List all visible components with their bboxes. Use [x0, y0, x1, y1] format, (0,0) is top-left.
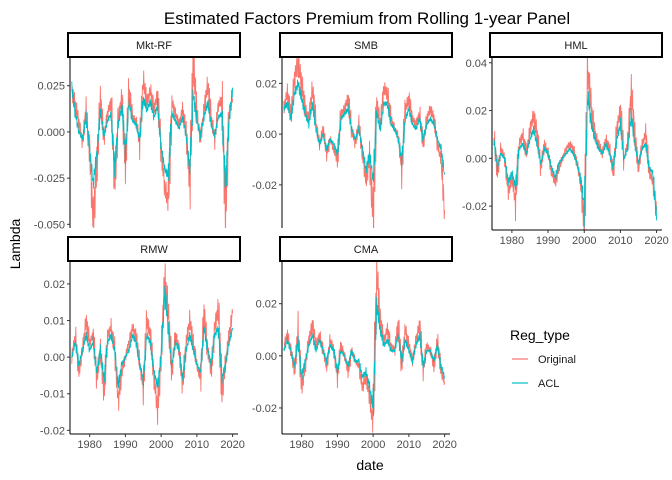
- y-tick-label-hml-2: 0.02: [466, 106, 487, 118]
- y-tick-label-hml-1: 0.00: [466, 153, 487, 165]
- panel-hml: HML -0.02 0.00 0.02 0.04 1980 1990 2000 2010 2020: [462, 32, 669, 247]
- y-tick-label-smb-1: 0.00: [256, 129, 277, 141]
- x-tick-label-hml-0: 1980: [500, 235, 524, 247]
- y-tick-label-mkt-rf-0: -0.050: [34, 219, 65, 231]
- x-tick-label-cma-3: 2010: [397, 439, 421, 451]
- series-line-mkt-rf-original: [71, 58, 234, 228]
- y-tick-label-hml-3: 0.04: [466, 58, 487, 70]
- x-tick-label-cma-1: 1990: [325, 439, 349, 451]
- y-tick-label-rmw-2: 0.00: [44, 352, 65, 364]
- legend-label-original: Original: [538, 354, 576, 366]
- series-line-rmw-original: [71, 263, 234, 425]
- x-tick-label-hml-4: 2020: [644, 235, 668, 247]
- facet-panels: Mkt-RF -0.050 -0.025 0.000 0.025 SMB -0.02 0.00…: [34, 32, 669, 451]
- y-tick-label-mkt-rf-2: 0.000: [37, 127, 65, 139]
- series-line-cma-acl: [283, 296, 446, 414]
- x-tick-label-cma-2: 2000: [361, 439, 385, 451]
- strip-label-cma: CMA: [354, 244, 379, 256]
- series-line-hml-acl: [493, 91, 658, 228]
- strip-hml: [489, 32, 663, 58]
- strip-label-smb: SMB: [354, 40, 378, 52]
- x-tick-label-hml-3: 2010: [608, 235, 632, 247]
- x-tick-label-rmw-4: 2020: [220, 439, 244, 451]
- y-tick-label-rmw-3: 0.01: [44, 316, 65, 328]
- legend-title: Reg_type: [510, 327, 570, 343]
- y-tick-label-cma-2: 0.02: [256, 299, 277, 311]
- series-line-rmw-acl: [71, 286, 234, 389]
- chart-title: Estimated Factors Premium from Rolling 1…: [164, 9, 570, 28]
- y-tick-label-cma-0: -0.02: [252, 403, 277, 415]
- panel-mkt-rf: Mkt-RF -0.050 -0.025 0.000 0.025: [34, 32, 241, 231]
- series-line-smb-acl: [283, 79, 446, 182]
- panel-smb: SMB -0.02 0.00 0.02: [252, 32, 453, 228]
- strip-mkt-rf: [67, 32, 241, 58]
- x-tick-label-hml-2: 2000: [572, 235, 596, 247]
- y-tick-label-rmw-4: 0.02: [44, 279, 65, 291]
- y-tick-label-cma-1: 0.00: [256, 351, 277, 363]
- strip-label-mkt-rf: Mkt-RF: [136, 40, 172, 52]
- x-tick-label-rmw-2: 2000: [149, 439, 173, 451]
- strip-label-rmw: RMW: [140, 244, 168, 256]
- x-tick-label-rmw-3: 2010: [185, 439, 209, 451]
- panel-cma: CMA -0.02 0.00 0.02 1980 1990 2000 2010 2020: [252, 236, 457, 451]
- y-tick-label-smb-0: -0.02: [252, 180, 277, 192]
- series-line-cma-original: [283, 262, 446, 433]
- panel-rmw: RMW -0.02 -0.01 0.00 0.01 0.02 1980 1990 2000 201…: [40, 236, 245, 451]
- legend: Reg_type Original ACL: [510, 327, 576, 390]
- y-tick-label-rmw-0: -0.02: [40, 425, 65, 437]
- y-tick-label-mkt-rf-1: -0.025: [34, 173, 65, 185]
- x-tick-label-cma-4: 2020: [432, 439, 456, 451]
- x-tick-label-rmw-1: 1990: [113, 439, 137, 451]
- y-tick-label-rmw-1: -0.01: [40, 389, 65, 401]
- strip-smb: [279, 32, 453, 58]
- series-line-smb-original: [283, 58, 446, 228]
- y-axis-title: Lambda: [7, 218, 23, 269]
- x-tick-label-hml-1: 1990: [536, 235, 560, 247]
- y-tick-label-mkt-rf-3: 0.025: [37, 81, 65, 93]
- x-tick-label-cma-0: 1980: [289, 439, 313, 451]
- legend-label-acl: ACL: [538, 378, 559, 390]
- y-tick-label-smb-2: 0.02: [256, 78, 277, 90]
- strip-cma: [279, 236, 453, 262]
- x-axis-title: date: [356, 457, 383, 473]
- strip-label-hml: HML: [564, 40, 587, 52]
- x-tick-label-rmw-0: 1980: [77, 439, 101, 451]
- y-tick-label-hml-0: -0.02: [462, 201, 487, 213]
- series-line-mkt-rf-acl: [71, 81, 234, 190]
- strip-rmw: [67, 236, 241, 262]
